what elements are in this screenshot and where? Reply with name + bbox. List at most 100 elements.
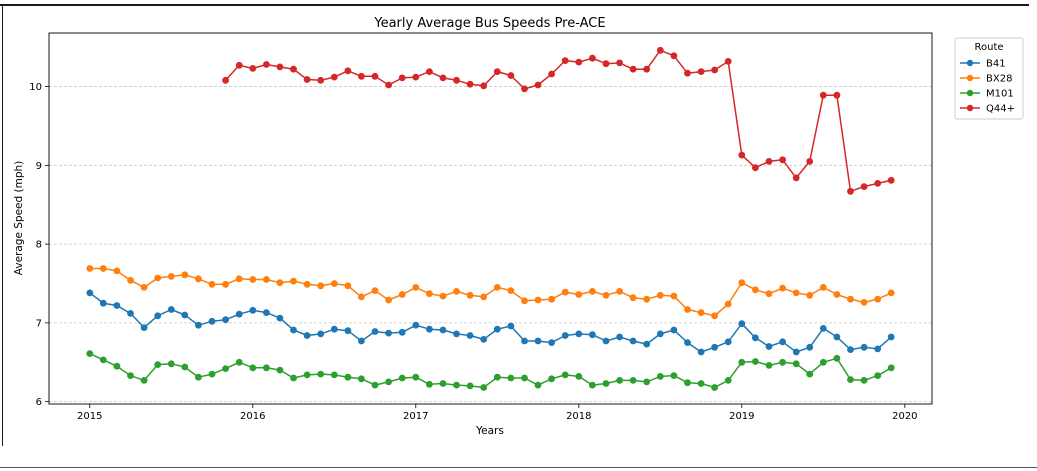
data-point-b41 (195, 321, 202, 329)
data-point-b41 (290, 326, 297, 334)
data-point-q44 (602, 60, 610, 68)
data-point-bx28 (629, 294, 637, 302)
data-point-b41 (167, 306, 175, 313)
data-point-m101 (684, 379, 691, 387)
data-point-q44 (806, 158, 814, 165)
x-tick-label: 2020 (892, 411, 917, 422)
series-q44 (222, 46, 895, 195)
data-point-bx28 (439, 292, 447, 300)
data-point-m101 (548, 375, 555, 383)
data-point-q44 (290, 65, 297, 73)
data-point-bx28 (561, 288, 569, 296)
legend-marker-m101 (966, 89, 974, 97)
legend-item-q44: Q44+ (960, 104, 1015, 115)
data-point-bx28 (208, 280, 216, 288)
series-line-q44 (225, 49, 892, 193)
data-point-bx28 (263, 276, 270, 283)
data-point-bx28 (412, 284, 420, 291)
series-line-m101 (89, 352, 892, 389)
data-point-q44 (711, 66, 718, 74)
data-point-m101 (616, 377, 623, 384)
data-point-m101 (412, 373, 420, 381)
data-point-b41 (398, 328, 406, 336)
data-point-m101 (181, 363, 189, 371)
data-point-bx28 (684, 306, 691, 313)
data-point-bx28 (575, 291, 583, 298)
data-point-m101 (724, 377, 732, 384)
data-point-bx28 (453, 288, 460, 295)
data-point-q44 (249, 65, 257, 72)
data-point-q44 (738, 151, 746, 159)
data-point-b41 (181, 311, 189, 319)
data-point-b41 (534, 337, 542, 345)
data-point-m101 (480, 384, 488, 391)
data-point-m101 (99, 356, 107, 364)
data-point-b41 (643, 340, 651, 348)
data-point-m101 (765, 362, 773, 369)
data-point-q44 (752, 164, 759, 172)
data-point-bx28 (303, 280, 311, 288)
data-point-bx28 (887, 289, 895, 297)
legend: Route B41 BX28 M101 Q44+ (954, 37, 1024, 120)
data-point-bx28 (344, 282, 352, 290)
data-point-m101 (561, 371, 569, 379)
data-point-b41 (222, 316, 230, 324)
data-point-b41 (589, 331, 596, 339)
data-point-m101 (792, 360, 800, 368)
data-point-q44 (819, 91, 827, 99)
data-point-m101 (303, 371, 311, 379)
legend-item-bx28: BX28 (960, 74, 1012, 85)
data-point-q44 (317, 76, 325, 84)
data-point-b41 (263, 309, 270, 316)
data-point-m101 (113, 362, 121, 370)
data-point-m101 (833, 354, 841, 362)
data-point-bx28 (534, 296, 542, 304)
data-point-b41 (453, 330, 460, 338)
data-point-b41 (738, 320, 746, 328)
data-point-m101 (154, 361, 162, 368)
legend-marker-q44 (966, 104, 974, 112)
series-b41 (86, 289, 895, 356)
data-point-m101 (670, 372, 678, 379)
data-point-b41 (385, 329, 392, 337)
data-point-b41 (480, 336, 488, 343)
data-point-bx28 (290, 277, 297, 285)
data-point-m101 (711, 384, 718, 391)
legend-label-q44: Q44+ (986, 104, 1015, 115)
data-point-bx28 (833, 291, 841, 298)
data-point-q44 (847, 187, 854, 195)
data-point-bx28 (589, 288, 596, 295)
data-point-m101 (752, 358, 759, 365)
data-point-bx28 (140, 284, 148, 291)
data-point-m101 (887, 364, 895, 372)
data-point-bx28 (738, 279, 746, 287)
data-point-m101 (330, 371, 338, 379)
data-point-m101 (466, 382, 474, 390)
data-point-m101 (575, 373, 583, 380)
data-point-m101 (860, 377, 868, 384)
data-point-bx28 (426, 290, 433, 298)
legend-items: B41 BX28 M101 Q44+ (960, 59, 1015, 115)
data-point-bx28 (466, 291, 474, 299)
data-point-bx28 (113, 267, 121, 275)
data-point-b41 (724, 338, 732, 346)
data-point-b41 (684, 339, 691, 346)
data-point-bx28 (724, 300, 732, 308)
data-point-m101 (602, 380, 610, 387)
data-point-q44 (724, 58, 732, 65)
data-point-q44 (643, 65, 651, 73)
data-point-m101 (290, 374, 297, 382)
data-point-bx28 (99, 265, 107, 272)
data-point-b41 (521, 337, 528, 345)
data-point-bx28 (480, 293, 488, 301)
data-point-b41 (792, 348, 800, 356)
data-point-b41 (779, 338, 786, 346)
data-point-b41 (99, 299, 107, 307)
data-point-b41 (371, 328, 379, 335)
data-point-bx28 (548, 295, 555, 303)
data-point-bx28 (276, 279, 284, 287)
data-point-q44 (697, 68, 705, 75)
legend-item-b41: B41 (960, 59, 1006, 70)
data-point-b41 (819, 325, 827, 332)
